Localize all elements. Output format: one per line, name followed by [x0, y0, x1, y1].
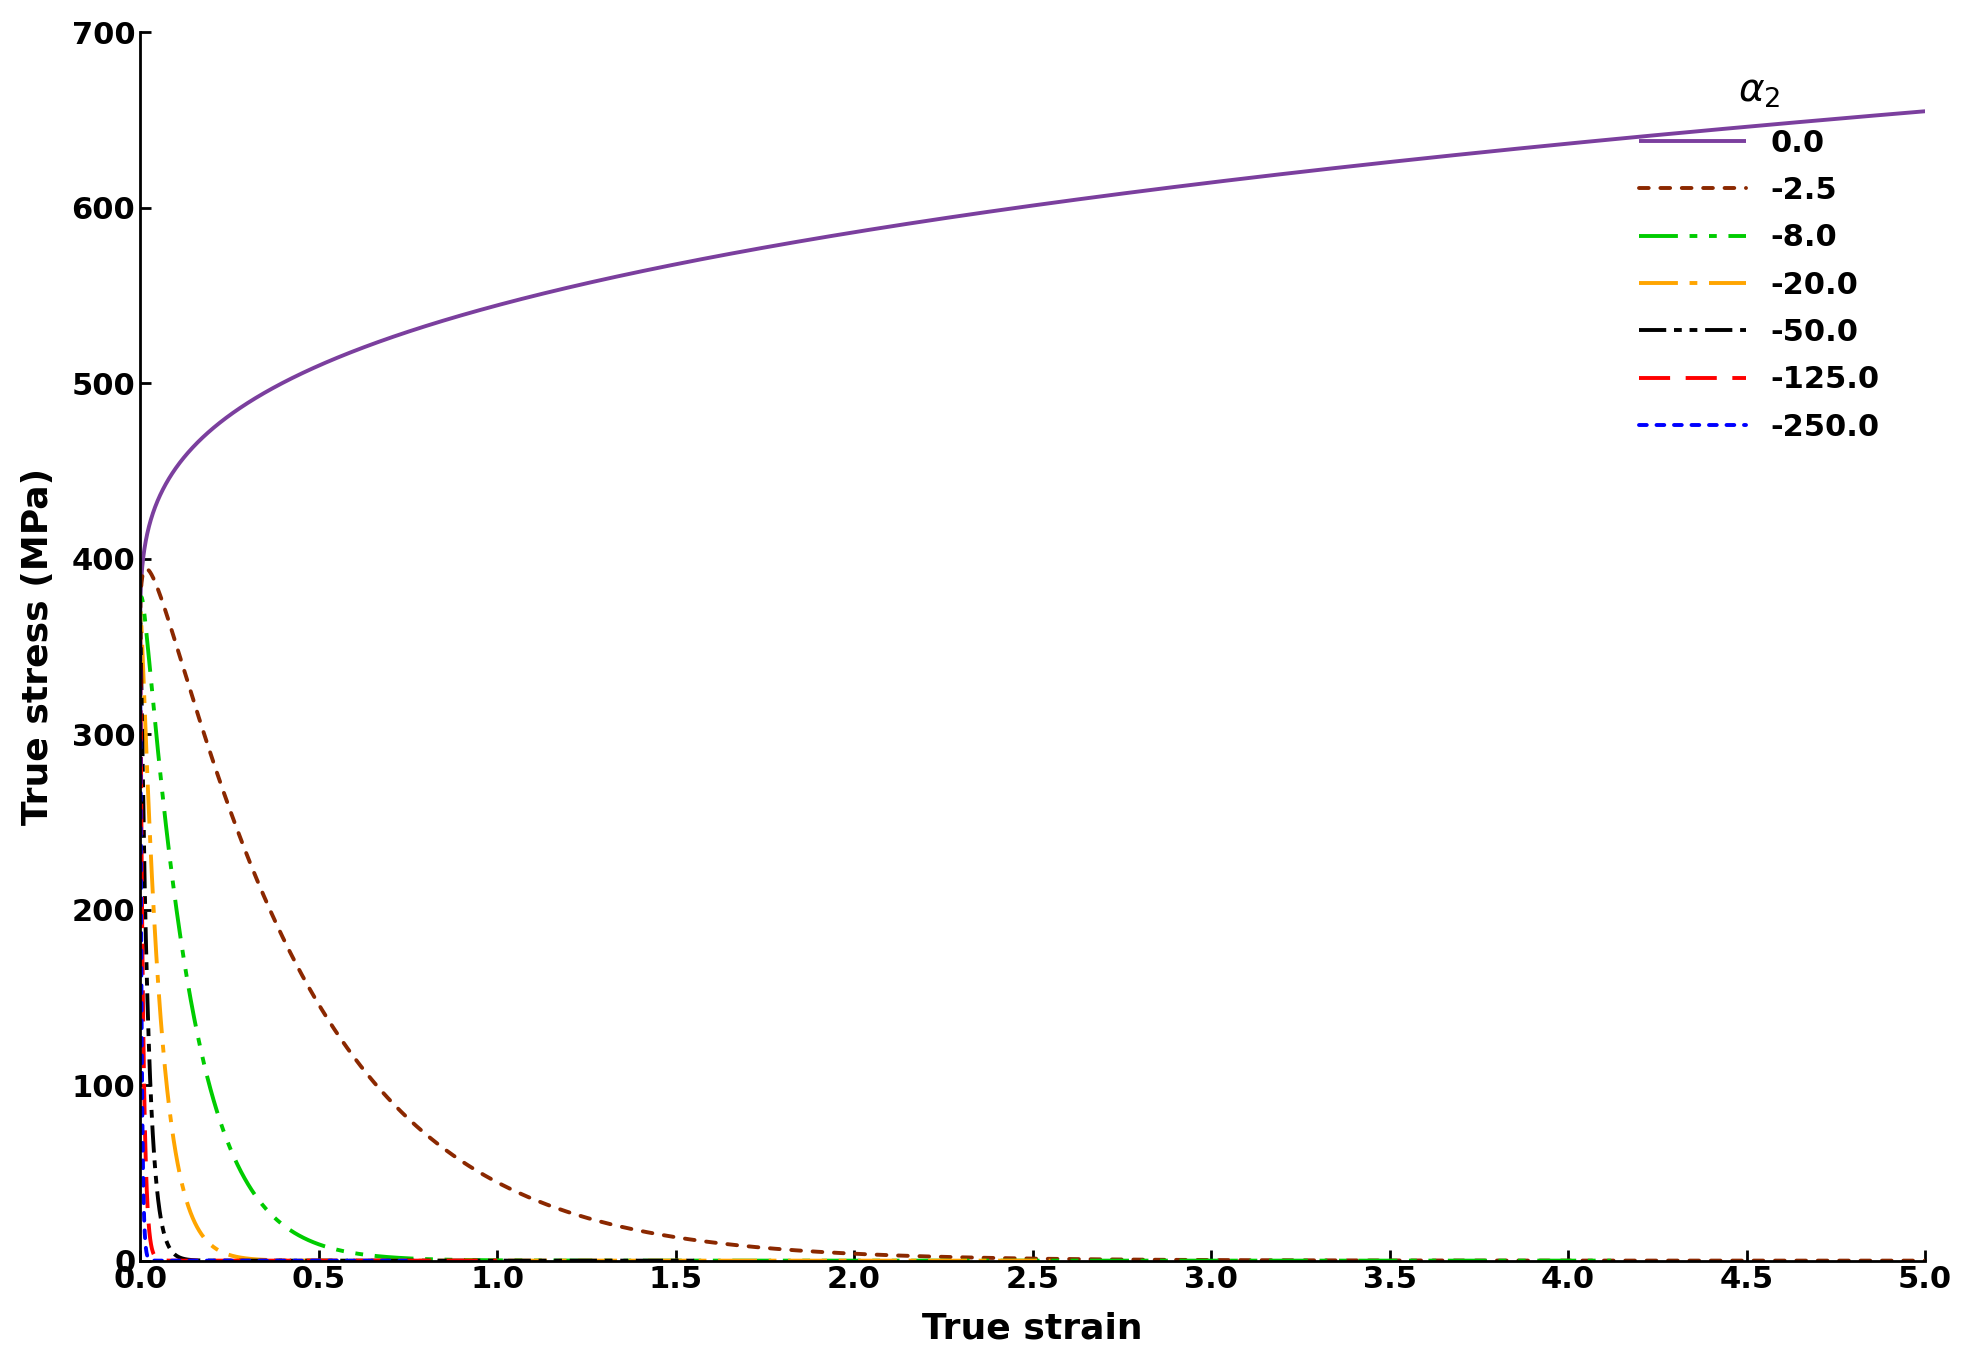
0.0 [128, 642, 152, 658]
Legend: 0.0, -2.5, -8.0, -20.0, -50.0, -125.0, -250.0: 0.0, -2.5, -8.0, -20.0, -50.0, -125.0, -… [1628, 60, 1892, 454]
-125.0 [128, 626, 152, 642]
-8.0 [839, 1253, 862, 1269]
-8.0 [1146, 1253, 1170, 1269]
Line: -50.0: -50.0 [140, 623, 700, 1261]
-125.0 [197, 1253, 221, 1269]
Line: -8.0: -8.0 [140, 597, 1610, 1261]
-250.0 [369, 1253, 393, 1269]
-8.0 [1598, 1253, 1622, 1269]
-8.0 [1494, 1253, 1517, 1269]
-250.0 [128, 642, 152, 658]
-50.0 [689, 1253, 712, 1269]
-8.0 [416, 1251, 440, 1268]
-20.0 [568, 1253, 592, 1269]
-20.0 [758, 1253, 781, 1269]
-125.0 [462, 1253, 485, 1269]
0.0 [1784, 115, 1807, 131]
-20.0 [973, 1253, 996, 1269]
Line: -20.0: -20.0 [140, 612, 1050, 1261]
-20.0 [979, 1253, 1002, 1269]
0.0 [1361, 156, 1385, 172]
-50.0 [399, 1253, 422, 1269]
0.0 [990, 202, 1014, 219]
-125.0 [300, 1253, 324, 1269]
-8.0 [128, 642, 152, 658]
-250.0 [256, 1253, 280, 1269]
-20.0 [128, 604, 152, 620]
-8.0 [1503, 1253, 1527, 1269]
-125.0 [460, 1253, 483, 1269]
-250.0 [128, 635, 152, 652]
-50.0 [649, 1253, 673, 1269]
0.0 [1914, 102, 1937, 119]
-20.0 [1038, 1253, 1061, 1269]
X-axis label: True strain: True strain [921, 1311, 1142, 1346]
-50.0 [653, 1253, 677, 1269]
-2.5 [1738, 1253, 1762, 1269]
Line: 0.0: 0.0 [140, 111, 1926, 650]
-20.0 [128, 642, 152, 658]
-2.5 [134, 560, 158, 576]
0.0 [477, 299, 501, 316]
-8.0 [1454, 1253, 1478, 1269]
-50.0 [239, 1253, 262, 1269]
-125.0 [128, 642, 152, 658]
-250.0 [312, 1253, 335, 1269]
-50.0 [633, 1253, 657, 1269]
-8.0 [130, 589, 154, 605]
-20.0 [306, 1253, 329, 1269]
Line: -125.0: -125.0 [140, 634, 497, 1261]
-20.0 [949, 1253, 973, 1269]
-250.0 [377, 1253, 401, 1269]
Line: -2.5: -2.5 [140, 568, 1926, 1261]
-125.0 [485, 1253, 509, 1269]
-50.0 [515, 1253, 539, 1269]
-2.5 [1363, 1253, 1387, 1269]
0.0 [1738, 119, 1762, 135]
-125.0 [375, 1253, 399, 1269]
-50.0 [128, 615, 152, 631]
-2.5 [990, 1250, 1014, 1266]
-125.0 [450, 1253, 474, 1269]
-2.5 [1797, 1253, 1821, 1269]
-2.5 [128, 642, 152, 658]
Line: -250.0: -250.0 [140, 643, 406, 1261]
-50.0 [128, 642, 152, 658]
-2.5 [477, 1171, 501, 1187]
Y-axis label: True stress (MPa): True stress (MPa) [22, 469, 55, 825]
-250.0 [375, 1253, 399, 1269]
0.0 [1795, 113, 1819, 130]
-250.0 [395, 1253, 418, 1269]
-250.0 [180, 1253, 203, 1269]
-2.5 [1784, 1253, 1807, 1269]
-2.5 [1914, 1253, 1937, 1269]
